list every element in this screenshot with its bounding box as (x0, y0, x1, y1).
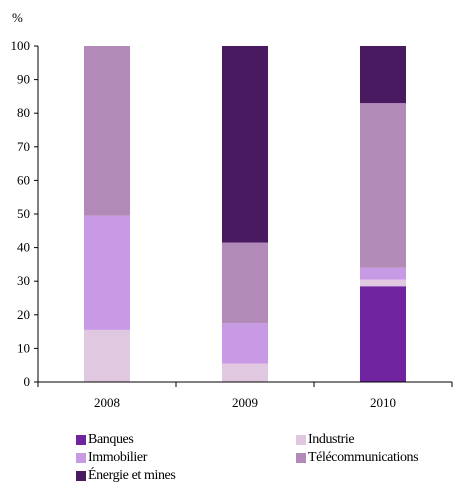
bar-segment (222, 46, 268, 243)
y-tick-label: 30 (17, 273, 30, 288)
legend-label: Banques (88, 432, 134, 447)
bar-segment (360, 46, 406, 104)
bar-segment (360, 103, 406, 268)
legend-item: Industrie (296, 432, 355, 448)
bar-segment (222, 323, 268, 364)
y-tick-label: 80 (17, 105, 30, 120)
y-tick-label: 70 (17, 139, 30, 154)
bar-segment (360, 279, 406, 287)
bars (84, 46, 406, 382)
legend-label: Télécommunications (308, 450, 419, 465)
legend-label: Immobilier (88, 450, 147, 465)
legend-item: Énergie et mines (76, 468, 176, 484)
legend-item: Immobilier (76, 450, 147, 466)
y-tick-label: 10 (17, 340, 30, 355)
legend-label: Énergie et mines (88, 468, 176, 483)
y-tick-label: 50 (17, 206, 30, 221)
legend-swatch (76, 435, 86, 445)
y-tick-label: 40 (17, 240, 30, 255)
stacked-bar-chart: % 0 10 20 30 40 50 60 70 80 90 100 2008 2009 2010 (11, 10, 453, 410)
y-tick-label: 0 (24, 374, 31, 389)
y-axis-label: % (12, 10, 23, 25)
bar-segment (84, 46, 130, 216)
legend-swatch (296, 435, 306, 445)
legend-item: Télécommunications (296, 450, 419, 466)
x-axis: 2008 2009 2010 (37, 381, 453, 410)
x-tick-label: 2009 (232, 395, 258, 410)
legend-label: Industrie (308, 432, 355, 447)
y-tick-label: 20 (17, 307, 30, 322)
y-tick-label: 60 (17, 172, 30, 187)
legend-swatch (296, 453, 306, 463)
bar-segment (84, 329, 130, 382)
legend-swatch (76, 471, 86, 481)
y-axis: 0 10 20 30 40 50 60 70 80 90 100 (11, 38, 39, 389)
bar-segment (84, 215, 130, 330)
legend-swatch (76, 453, 86, 463)
x-tick-label: 2008 (94, 395, 120, 410)
bar-segment (222, 363, 268, 382)
bar-segment (360, 286, 406, 382)
y-tick-label: 100 (11, 38, 31, 53)
y-tick-label: 90 (17, 72, 30, 87)
x-tick-label: 2010 (370, 395, 396, 410)
bar-segment (360, 267, 406, 280)
legend-item: Banques (76, 432, 134, 448)
bar-segment (222, 242, 268, 324)
